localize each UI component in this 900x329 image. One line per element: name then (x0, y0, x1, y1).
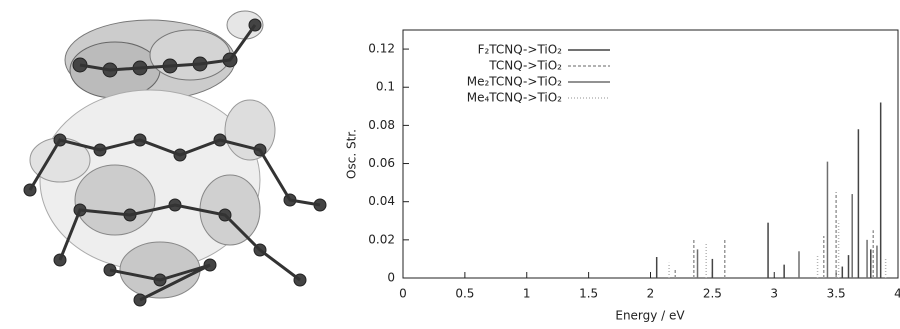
y-tick-label: 0.08 (368, 118, 395, 132)
x-tick-label: 2.5 (703, 287, 722, 301)
x-tick-label: 0 (399, 287, 407, 301)
x-tick-label: 2 (647, 287, 655, 301)
y-tick-label: 0.1 (376, 80, 395, 94)
legend-label: TCNQ->TiO₂ (488, 59, 562, 73)
x-tick-label: 3 (770, 287, 778, 301)
y-axis-label: Osc. Str. (345, 129, 359, 179)
x-tick-label: 0.5 (455, 287, 474, 301)
y-tick-label: 0.12 (368, 42, 395, 56)
figure: Energy / eV Osc. Str. 0 0.02 0.04 0.06 0.08 0… (0, 0, 900, 329)
x-tick-label: 3.5 (827, 287, 846, 301)
molecule-image (24, 11, 326, 306)
y-tick-label: 0.06 (368, 156, 395, 170)
y-tick-label: 0.02 (368, 232, 395, 246)
legend-label: Me₂TCNQ->TiO₂ (467, 75, 562, 89)
x-tick-label: 1 (523, 287, 531, 301)
x-tick-label: 1.5 (579, 287, 598, 301)
legend-label: F₂TCNQ->TiO₂ (478, 43, 563, 57)
x-tick-label: 4 (894, 287, 900, 301)
legend-label: Me₄TCNQ->TiO₂ (467, 91, 562, 105)
x-axis-label: Energy / eV (615, 309, 685, 323)
y-tick-label: 0 (387, 271, 395, 285)
y-tick-label: 0.04 (368, 194, 395, 208)
